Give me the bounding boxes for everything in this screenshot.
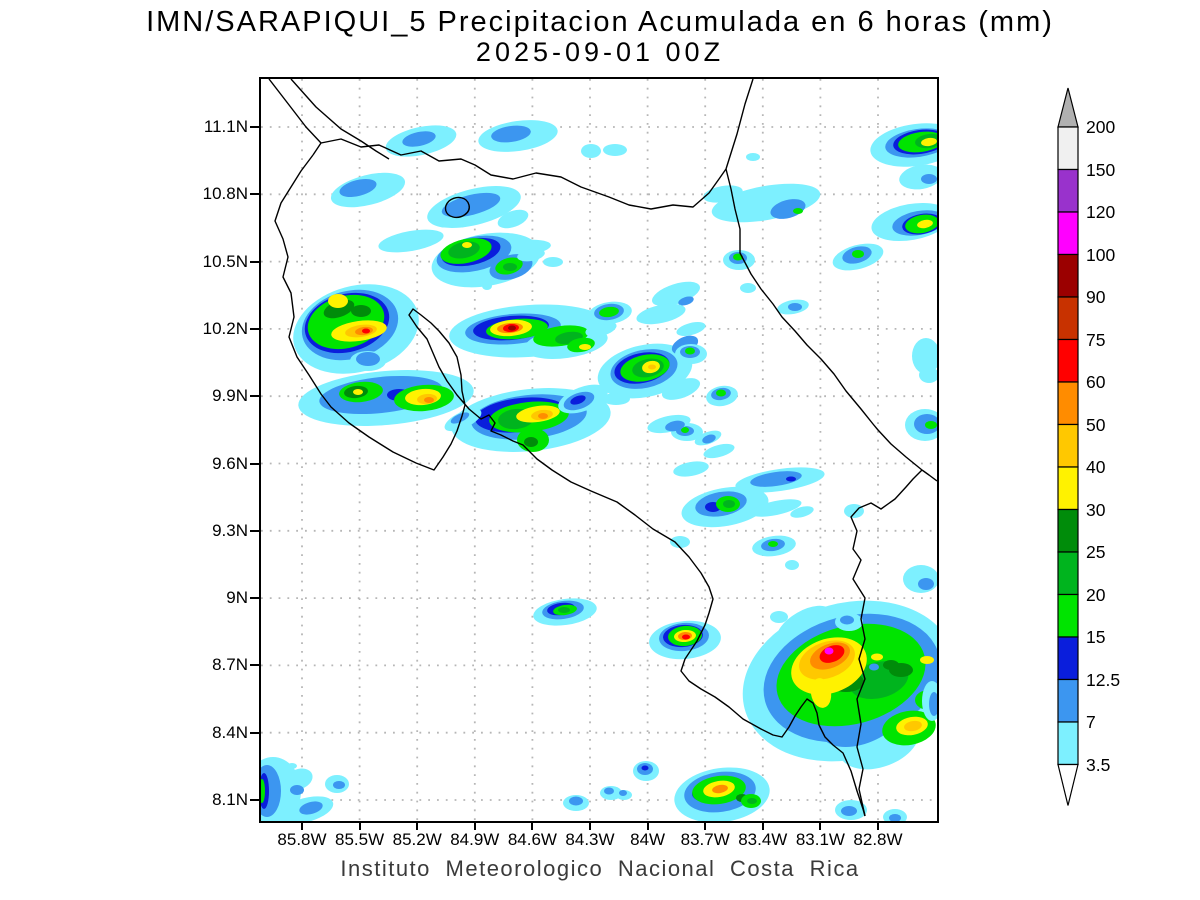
lon-tick-mark bbox=[416, 821, 419, 830]
chart-subtitle: 2025-09-01 00Z bbox=[475, 37, 725, 67]
lon-tick-label: 82.8W bbox=[853, 830, 903, 849]
colorbar-tick-label: 100 bbox=[1086, 244, 1116, 265]
colorbar-tick-label: 25 bbox=[1086, 542, 1106, 562]
colorbar-tick-label: 15 bbox=[1086, 627, 1106, 647]
lon-tick-label: 84W bbox=[630, 830, 666, 849]
precipitation-map bbox=[261, 79, 937, 821]
lat-tick-label: 9.9N bbox=[212, 386, 248, 406]
chart-title: IMN/SARAPIQUI_5 Precipitacion Acumulada … bbox=[146, 6, 1054, 38]
colorbar-tick-label: 40 bbox=[1086, 457, 1106, 477]
colorbar-tick-label: 150 bbox=[1086, 159, 1116, 180]
lon-tick-label: 83.4W bbox=[738, 830, 788, 849]
lat-tick-mark bbox=[250, 799, 259, 801]
lat-tick-mark bbox=[250, 529, 259, 532]
lon-tick-label: 84.3W bbox=[565, 830, 615, 849]
lon-tick-mark bbox=[704, 821, 707, 830]
lon-tick-mark bbox=[761, 821, 764, 830]
lat-tick-mark bbox=[250, 193, 259, 196]
lat-tick-label: 10.5N bbox=[202, 251, 248, 271]
colorbar-tick-label: 200 bbox=[1086, 117, 1116, 137]
lon-tick-mark bbox=[473, 821, 476, 830]
lon-tick-label: 84.6W bbox=[507, 830, 557, 849]
lon-tick-mark bbox=[358, 821, 361, 830]
lat-tick-mark bbox=[250, 327, 259, 330]
lat-tick-mark bbox=[250, 462, 259, 465]
lat-tick-mark bbox=[250, 731, 259, 734]
source-attribution: Instituto Meteorologico Nacional Costa R… bbox=[340, 856, 860, 881]
colorbar-tick-label: 12.5 bbox=[1086, 669, 1121, 690]
lon-tick-mark bbox=[646, 821, 649, 830]
lon-tick-mark bbox=[589, 821, 591, 830]
lat-tick-label: 11.1N bbox=[203, 117, 248, 136]
lon-tick-mark bbox=[531, 821, 534, 830]
map-panel bbox=[259, 77, 939, 823]
lat-tick-mark bbox=[250, 664, 259, 667]
lon-tick-label: 84.9W bbox=[450, 830, 500, 849]
lat-tick-label: 8.7N bbox=[212, 655, 248, 675]
lat-tick-mark bbox=[250, 597, 259, 600]
lat-tick-label: 10.8N bbox=[202, 184, 248, 204]
lon-tick-label: 85.8W bbox=[277, 830, 327, 849]
lon-tick-label: 85.5W bbox=[335, 830, 385, 849]
coastline-borders bbox=[268, 79, 937, 817]
colorbar-tick-label: 75 bbox=[1086, 329, 1106, 350]
lat-tick-label: 8.1N bbox=[212, 790, 248, 809]
lon-tick-label: 85.2W bbox=[392, 830, 442, 849]
lon-tick-label: 83.7W bbox=[680, 830, 730, 849]
colorbar-tick-label: 120 bbox=[1086, 202, 1116, 222]
lat-tick-mark bbox=[250, 126, 259, 128]
colorbar-tick-label: 50 bbox=[1086, 414, 1106, 435]
lat-tick-label: 8.4N bbox=[212, 722, 248, 742]
colorbar-graphic bbox=[1057, 87, 1079, 806]
lat-tick-label: 9.3N bbox=[212, 520, 248, 540]
lon-tick-mark bbox=[819, 821, 822, 830]
colorbar-tick-label: 60 bbox=[1086, 372, 1106, 392]
lat-tick-mark bbox=[250, 260, 259, 263]
precipitation-cells bbox=[261, 120, 937, 821]
colorbar-tick-label: 30 bbox=[1086, 499, 1106, 520]
lon-tick-mark bbox=[301, 821, 303, 830]
colorbar-tick-label: 20 bbox=[1086, 584, 1106, 605]
lat-tick-label: 9.6N bbox=[212, 453, 248, 473]
colorbar-tick-label: 3.5 bbox=[1086, 754, 1111, 775]
lon-tick-label: 83.1W bbox=[795, 830, 845, 849]
colorbar-tick-label: 90 bbox=[1086, 287, 1106, 307]
lat-tick-label: 9N bbox=[226, 588, 248, 608]
lat-tick-label: 10.2N bbox=[202, 318, 248, 338]
colorbar-tick-label: 7 bbox=[1086, 712, 1096, 732]
lon-tick-mark bbox=[877, 821, 879, 830]
lat-tick-mark bbox=[250, 395, 259, 398]
